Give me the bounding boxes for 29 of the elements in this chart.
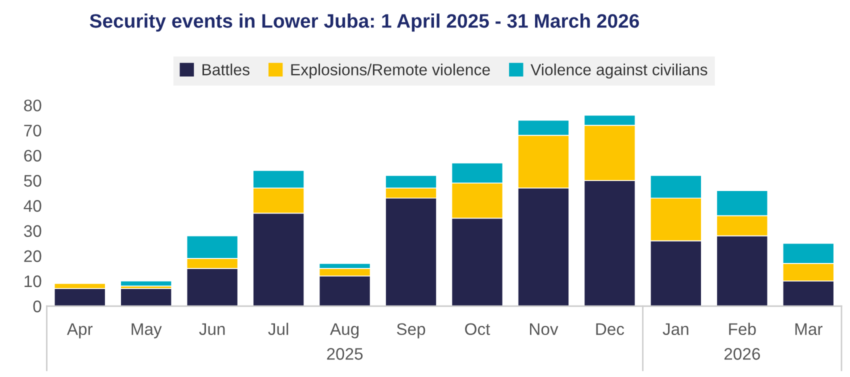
y-tick-label: 50 [24, 174, 42, 187]
x-tick-label: Mar [795, 323, 822, 336]
y-tick-label: 40 [24, 200, 42, 212]
text: 2026 [724, 348, 760, 360]
x-tick-label: Jun [199, 323, 225, 336]
x-tick-label: Aug [330, 323, 359, 338]
y-tick-label: 0 [33, 300, 42, 312]
x-tick-label: Jul [268, 322, 288, 336]
y-tick-label: 60 [24, 150, 42, 162]
x-tick-label: May [132, 323, 162, 338]
legend-label: Battles [202, 64, 250, 76]
y-tick-label: 20 [24, 250, 42, 262]
x-tick-label: Dec [596, 323, 624, 336]
chart-title: Security events in Lower Juba: 1 April 2025 - 31 March 2026 [90, 14, 639, 32]
x-tick-label: Nov [530, 323, 558, 336]
x-tick-label: Apr [66, 323, 93, 338]
x-tick-label: Sep [396, 323, 426, 338]
bar [120, 288, 172, 306]
x-tick-label: Feb [729, 322, 756, 336]
y-tick-label: 70 [24, 124, 42, 137]
y-tick-label: 10 [24, 275, 42, 288]
x-tick-label: Jan [662, 323, 688, 336]
y-tick-label: 80 [24, 100, 42, 112]
y-tick-label: 30 [24, 225, 42, 237]
legend-label: Explosions/Remote violence [291, 64, 490, 79]
legend-label: Violence against civilians [530, 64, 708, 79]
x-tick-label: Oct [465, 323, 490, 336]
text: 2025 [327, 348, 363, 360]
bar [120, 280, 172, 286]
